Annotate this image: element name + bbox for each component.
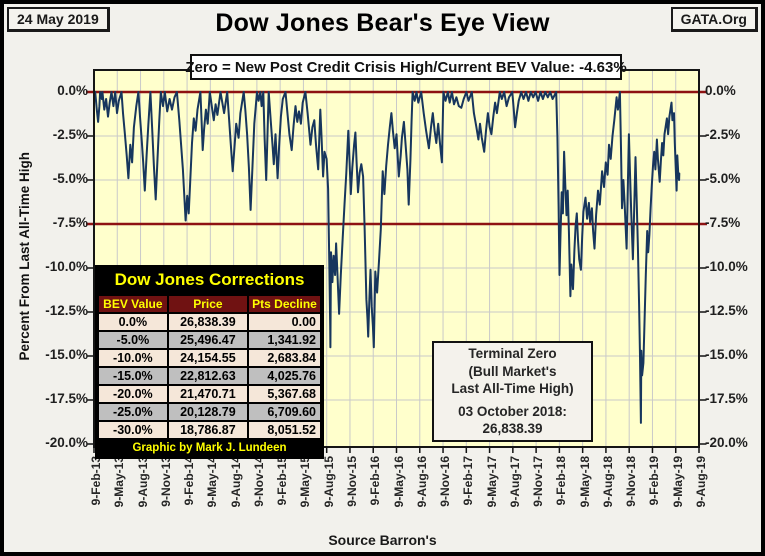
- y-tick-label-right: -12.5%: [705, 303, 748, 318]
- date-box: 24 May 2019: [7, 7, 110, 32]
- table-cell: 1,341.92: [247, 330, 322, 350]
- terminal-zero-line: Last All-Time High): [451, 380, 574, 396]
- y-tick-label-right: 0.0%: [705, 83, 736, 98]
- y-tick-label-left: -2.5%: [52, 127, 88, 142]
- table-cell: 25,496.47: [166, 330, 250, 350]
- x-tick-label: 9-Nov-14: [251, 456, 266, 507]
- table-cell: 18,786.87: [166, 420, 250, 440]
- table-row: -20.0% 21,470.71 5,367.68: [97, 384, 322, 404]
- table-header-row: BEV Value Price Pts Decline: [97, 294, 322, 314]
- y-tick-label-left: -10.0%: [45, 259, 88, 274]
- table-cell: -15.0%: [97, 366, 169, 386]
- x-tick-label: 9-Feb-18: [554, 456, 569, 506]
- column-header: Pts Decline: [247, 294, 322, 314]
- x-tick-label: 9-May-19: [670, 456, 685, 508]
- x-tick-label: 9-Feb-14: [182, 456, 197, 506]
- table-cell: 26,838.39: [166, 312, 250, 332]
- table-cell: 8,051.52: [247, 420, 322, 440]
- table-cell: 0.0%: [97, 312, 169, 332]
- table-row: -25.0% 20,128.79 6,709.60: [97, 402, 322, 422]
- table-cell: -5.0%: [97, 330, 169, 350]
- table-cell: 21,470.71: [166, 384, 250, 404]
- terminal-zero-line: Terminal Zero: [468, 346, 557, 362]
- x-tick-label: 9-Feb-15: [275, 456, 290, 506]
- y-tick-label-right: -20.0%: [705, 435, 748, 450]
- table-cell: 20,128.79: [166, 402, 250, 422]
- x-tick-label: 9-May-15: [298, 456, 313, 508]
- x-tick-label: 9-Nov-15: [344, 456, 359, 507]
- corrections-table-title: Dow Jones Corrections: [97, 267, 322, 294]
- subtitle-box: Zero = New Post Credit Crisis High/Curre…: [185, 54, 627, 80]
- page-title: Dow Jones Bear's Eye View: [215, 9, 550, 37]
- graphic-credit: Graphic by Mark J. Lundeen: [97, 440, 322, 457]
- table-row: -15.0% 22,812.63 4,025.76: [97, 366, 322, 386]
- corrections-table: Dow Jones Corrections BEV Value Price Pts …: [95, 265, 324, 459]
- x-tick-label: 9-Feb-13: [89, 456, 103, 506]
- brand-box: GATA.Org: [670, 7, 758, 32]
- y-tick-label-right: -10.0%: [705, 259, 748, 274]
- table-cell: -10.0%: [97, 348, 169, 368]
- x-tick-label: 9-May-16: [391, 456, 406, 508]
- x-tick-label: 9-May-17: [484, 456, 499, 508]
- x-tick-label: 9-Aug-14: [228, 456, 243, 508]
- y-tick-label-right: -15.0%: [705, 347, 748, 362]
- table-cell: -20.0%: [97, 384, 169, 404]
- y-tick-label-left: -20.0%: [45, 435, 88, 450]
- x-tick-label: 9-Aug-16: [414, 456, 429, 508]
- y-tick-label-right: -17.5%: [705, 391, 748, 406]
- table-cell: 22,812.63: [166, 366, 250, 386]
- table-row: -10.0% 24,154.55 2,683.84: [97, 348, 322, 368]
- table-row: 0.0% 26,838.39 0.00: [97, 312, 322, 332]
- y-tick-label-left: 0.0%: [57, 83, 88, 98]
- table-cell: 6,709.60: [247, 402, 322, 422]
- x-tick-label: 9-Nov-16: [438, 456, 453, 507]
- table-cell: 2,683.84: [247, 348, 322, 368]
- table-cell: 0.00: [247, 312, 322, 332]
- y-tick-label-left: -15.0%: [45, 347, 88, 362]
- terminal-zero-line: (Bull Market's: [468, 363, 557, 379]
- x-tick-label: 9-Nov-18: [624, 456, 639, 507]
- y-tick-label-right: -5.0%: [705, 171, 741, 186]
- y-tick-label-right: -7.5%: [705, 215, 741, 230]
- y-tick-label-right: -2.5%: [705, 127, 741, 142]
- corrections-table-grid: BEV Value Price Pts Decline 0.0% 26,838.39 0…: [97, 294, 322, 440]
- table-cell: -30.0%: [97, 420, 169, 440]
- x-tick-label: 9-Nov-17: [531, 456, 546, 507]
- table-cell: 4,025.76: [247, 366, 322, 386]
- x-tick-label: 9-Feb-17: [461, 456, 476, 506]
- terminal-zero-box: Terminal Zero (Bull Market's Last All-Time…: [432, 341, 593, 442]
- table-cell: -25.0%: [97, 402, 169, 422]
- y-tick-label-left: -17.5%: [45, 391, 88, 406]
- table-row: -30.0% 18,786.87 8,051.52: [97, 420, 322, 440]
- terminal-zero-line: 26,838.39: [482, 421, 543, 437]
- x-tick-label: 9-Aug-13: [135, 456, 150, 508]
- x-tick-label: 9-May-14: [205, 456, 220, 508]
- terminal-zero-line: 03 October 2018:: [458, 404, 567, 420]
- source-label: Source Barron's: [328, 532, 437, 548]
- x-tick-label: 9-Feb-19: [647, 456, 662, 506]
- x-tick-label: 9-Nov-13: [158, 456, 173, 507]
- table-row: -5.0% 25,496.47 1,341.92: [97, 330, 322, 350]
- x-tick-label: 9-May-18: [577, 456, 592, 508]
- x-tick-label: 9-May-13: [112, 456, 127, 508]
- column-header: BEV Value: [97, 294, 169, 314]
- x-tick-label: 9-Feb-16: [368, 456, 383, 506]
- x-tick-label: 9-Aug-19: [694, 456, 708, 508]
- column-header: Price: [166, 294, 250, 314]
- table-cell: 5,367.68: [247, 384, 322, 404]
- y-tick-label-left: -12.5%: [45, 303, 88, 318]
- x-tick-label: 9-Aug-15: [321, 456, 336, 508]
- x-tick-label: 9-Aug-18: [600, 456, 615, 508]
- y-tick-label-left: -5.0%: [52, 171, 88, 186]
- y-tick-label-left: -7.5%: [52, 215, 88, 230]
- x-tick-label: 9-Aug-17: [507, 456, 522, 508]
- table-cell: 24,154.55: [166, 348, 250, 368]
